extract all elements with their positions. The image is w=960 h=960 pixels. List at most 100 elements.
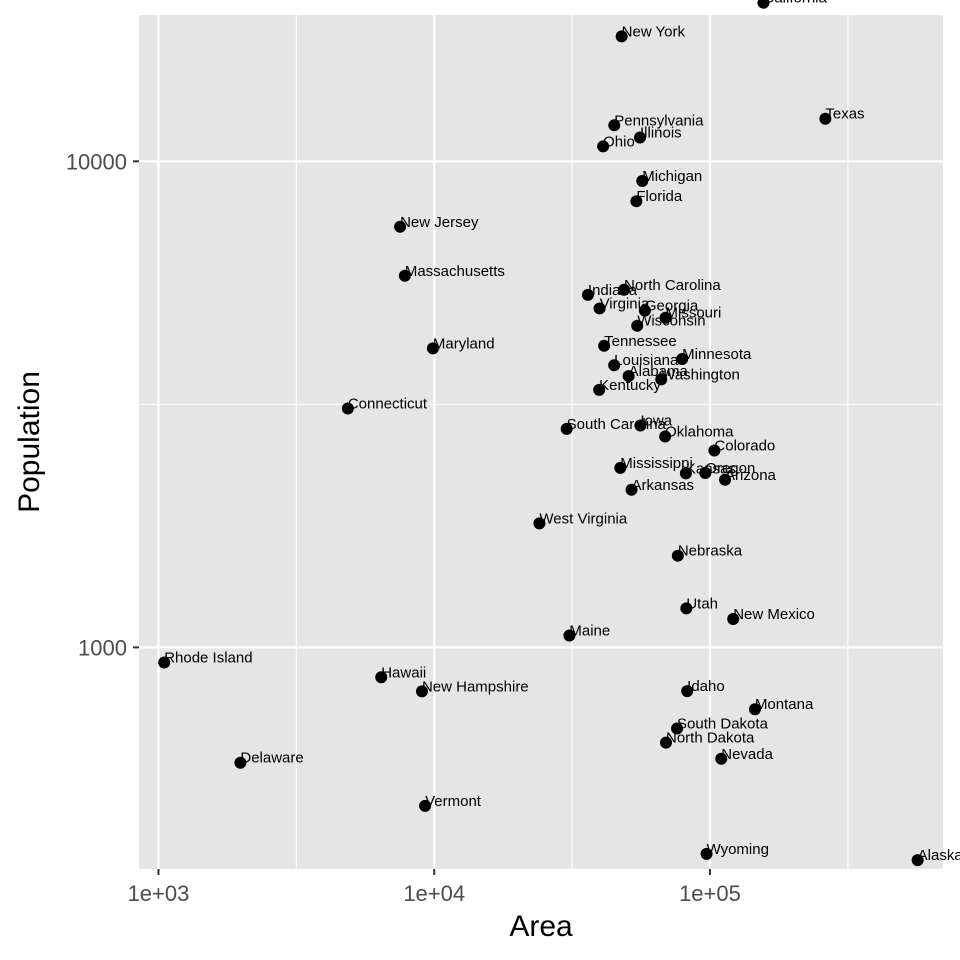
point-label: North Carolina [624, 277, 721, 294]
x-axis-title: Area [509, 910, 573, 943]
data-point [680, 602, 693, 615]
plot-panel [139, 15, 943, 869]
point-label: Hawaii [381, 664, 426, 681]
major-gridlines [139, 15, 943, 869]
point-label: Minnesota [682, 346, 752, 363]
point-label: Oklahoma [665, 424, 734, 441]
point-label: Maine [569, 622, 610, 639]
point-label: Virginia [600, 295, 650, 312]
data-point [671, 722, 684, 735]
point-label: Oregon [705, 460, 755, 477]
y-axis-ticks: 1000 10000 [66, 149, 139, 660]
point-label: New Hampshire [422, 678, 529, 695]
data-point [659, 430, 672, 443]
point-label: New Jersey [400, 214, 479, 231]
data-point [715, 752, 728, 765]
data-point [415, 685, 428, 698]
minor-gridlines [139, 15, 943, 869]
point-label: New Mexico [733, 606, 815, 623]
data-point [581, 288, 594, 301]
x-axis-ticks: 1e+03 1e+04 1e+05 [128, 869, 741, 906]
data-point [671, 549, 684, 562]
data-point [593, 383, 606, 396]
point-label: Alaska [918, 847, 960, 864]
point-label: Utah [686, 595, 718, 612]
data-point [633, 131, 646, 144]
point-label: Indiana [588, 282, 638, 299]
point-label: Mississippi [620, 455, 693, 472]
point-label: Missouri [666, 305, 722, 322]
data-point [608, 359, 621, 372]
data-point [748, 703, 761, 716]
data-point [622, 370, 635, 383]
point-label: Rhode Island [164, 649, 252, 666]
data-point [614, 461, 627, 474]
data-point [700, 847, 713, 860]
data-point [398, 269, 411, 282]
data-points [158, 0, 924, 867]
data-point [375, 671, 388, 684]
point-label: Colorado [714, 438, 775, 455]
point-label: Wyoming [707, 841, 769, 858]
data-point [598, 339, 611, 352]
point-label: Louisiana [614, 352, 679, 369]
data-point [234, 756, 247, 769]
point-label: Montana [755, 696, 814, 713]
point-labels: Alabama Alaska Arizona Arkansas California Co… [164, 0, 960, 864]
data-point [158, 656, 171, 669]
point-label: Tennessee [604, 333, 677, 350]
point-label: South Dakota [677, 715, 769, 732]
point-label: West Virginia [539, 510, 627, 527]
point-label: California [763, 0, 827, 7]
data-point [636, 174, 649, 187]
data-point [659, 311, 672, 324]
data-point [533, 517, 546, 530]
point-label: Florida [636, 188, 683, 205]
x-tick-label: 1e+05 [679, 881, 741, 906]
point-label: Georgia [645, 298, 699, 315]
y-tick-label: 10000 [66, 149, 127, 174]
point-label: Texas [825, 106, 864, 123]
x-tick-label: 1e+03 [128, 881, 190, 906]
point-label: Ohio [603, 133, 635, 150]
data-point [708, 444, 721, 457]
point-label: Maryland [433, 335, 495, 352]
data-point [608, 119, 621, 132]
data-point [625, 483, 638, 496]
point-label: Arizona [725, 467, 777, 484]
data-point [655, 373, 668, 386]
data-point [618, 283, 631, 296]
point-label: Delaware [240, 750, 303, 767]
point-label: Idaho [687, 678, 725, 695]
point-label: Michigan [642, 168, 702, 185]
point-label: Connecticut [348, 396, 428, 413]
data-point [615, 30, 628, 43]
point-label: Wisconsin [637, 313, 705, 330]
data-point [757, 0, 770, 9]
y-tick-label: 1000 [78, 635, 127, 660]
data-point [699, 467, 712, 480]
data-point [679, 467, 692, 480]
data-point [634, 419, 647, 432]
point-label: Kansas [686, 460, 736, 477]
data-point [719, 473, 732, 486]
data-point [819, 112, 832, 125]
point-label: Massachusetts [405, 263, 505, 280]
data-point [560, 422, 573, 435]
point-label: New York [622, 23, 686, 40]
point-label: South Carolina [567, 416, 667, 433]
point-label: North Dakota [666, 730, 755, 747]
x-tick-label: 1e+04 [403, 881, 465, 906]
point-label: Alabama [629, 363, 689, 380]
data-point [563, 629, 576, 642]
point-label: Nevada [721, 746, 773, 763]
point-label: Pennsylvania [614, 112, 704, 129]
data-point [426, 342, 439, 355]
point-label: Illinois [640, 124, 682, 141]
data-point [394, 220, 407, 233]
data-point [659, 736, 672, 749]
point-label: Iowa [640, 412, 672, 429]
data-point [419, 799, 432, 812]
data-point [681, 685, 694, 698]
